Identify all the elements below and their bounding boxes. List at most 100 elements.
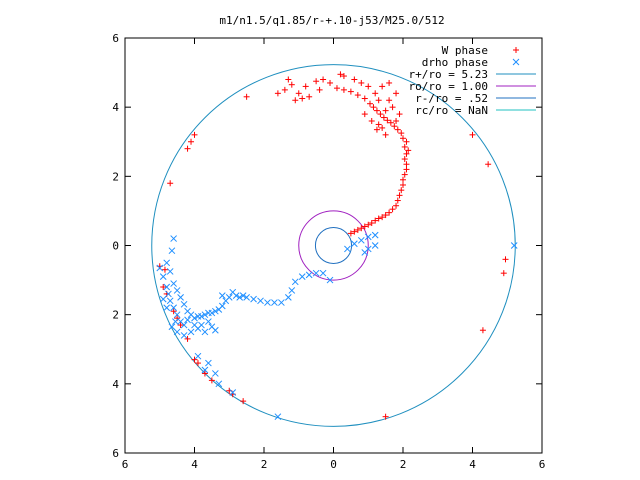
legend-label: r+/ro = 5.23 [409,68,488,81]
w-phase-point [299,95,306,102]
y-tick-label: 2 [112,309,119,322]
w-phase-point [370,104,377,111]
w-phase-point [386,97,393,104]
w-phase-point [393,118,400,124]
drho-phase-point [218,292,226,299]
x-tick-label: 6 [539,458,546,471]
w-phase-point [292,97,299,104]
w-phase-point [479,327,486,334]
reference-circle [298,210,369,281]
drho-phase-point [173,287,181,294]
legend-label: W phase [442,44,488,57]
w-phase-point [502,256,509,263]
drho-phase-point [165,290,172,298]
w-phase-point [400,181,406,188]
w-phase-point [243,93,250,100]
w-phase-point [160,284,167,290]
drho-phase-point [163,283,171,291]
drho-phase-point [194,352,202,360]
y-tick-label: 2 [112,170,119,183]
legend-label: ro/ro = 1.00 [409,80,488,93]
x-tick-label: 4 [191,458,198,471]
drho-phase-point [229,389,237,396]
w-phase-point [375,215,382,222]
w-phase-point [386,209,393,216]
w-phase-point [393,90,400,97]
drho-phase-point [215,380,223,388]
legend-label: rc/ro = NaN [415,104,488,117]
w-phase-point [401,143,408,150]
w-phase-point [405,147,412,154]
w-phase-point [313,78,320,85]
w-phase-point [347,230,354,237]
drho-phase-point [170,235,178,242]
w-phase-point [333,85,340,92]
w-phase-point [368,118,375,124]
reference-circle [314,227,353,264]
w-phase-point [403,150,410,157]
drho-phase-point [180,300,188,308]
drho-phase-point [168,323,176,331]
legend-marker [512,58,520,66]
w-phase-point [306,93,313,100]
w-phase-point [316,86,323,93]
w-phase-point [403,138,410,145]
w-phase-point [387,119,394,126]
drho-phase-point [173,311,181,319]
w-phase-point [208,377,215,384]
drho-phase-point [170,304,178,312]
y-tick-label: 4 [112,378,119,391]
drho-phase-point [211,326,219,334]
w-phase-point [327,79,334,86]
drho-phase-point [166,268,174,275]
w-phase-point [285,76,292,83]
w-phase-point [469,131,476,138]
reference-circle [151,64,516,427]
drho-phase-point [159,295,167,303]
drho-phase-point [284,294,292,301]
w-phase-point [403,166,410,173]
drho-phase-point [205,359,212,367]
drho-phase-point [177,294,184,301]
drho-phase-point [201,328,209,336]
w-phase-point [302,83,309,90]
legend-marker [513,47,519,53]
w-phase-point [340,86,347,93]
drho-phase-point [305,271,313,279]
drho-phase-point [239,292,247,299]
drho-phase-point [371,242,379,249]
w-phase-point [485,161,492,168]
drho-phase-point [187,328,195,336]
w-phase-point [375,121,382,128]
x-tick-label: 6 [122,458,129,471]
w-phase-point [167,180,174,187]
w-phase-point [170,308,177,315]
w-phase-point [184,335,191,342]
w-phase-point [382,212,389,219]
drho-phase-point [172,318,179,325]
drho-phase-point [184,316,191,324]
drho-phase-point [298,273,306,280]
w-phase-point [400,176,406,183]
drho-phase-point [168,247,176,255]
w-phase-point [281,86,288,93]
w-phase-point [274,90,281,97]
drho-phase-point [350,240,358,248]
drho-phase-point [201,366,209,374]
drho-phase-point [194,313,202,320]
w-phase-point [379,214,386,221]
w-phase-point [372,217,379,224]
w-phase-point [354,92,361,99]
w-phase-point [358,225,365,232]
w-phase-point [401,171,408,178]
w-phase-point [340,73,347,80]
w-phase-point [361,111,368,118]
w-phase-point [365,221,372,228]
w-phase-point [389,104,396,111]
drho-phase-point [177,318,184,325]
drho-phase-point [371,231,379,239]
drho-phase-point [243,294,250,301]
drho-phase-point [326,276,334,284]
